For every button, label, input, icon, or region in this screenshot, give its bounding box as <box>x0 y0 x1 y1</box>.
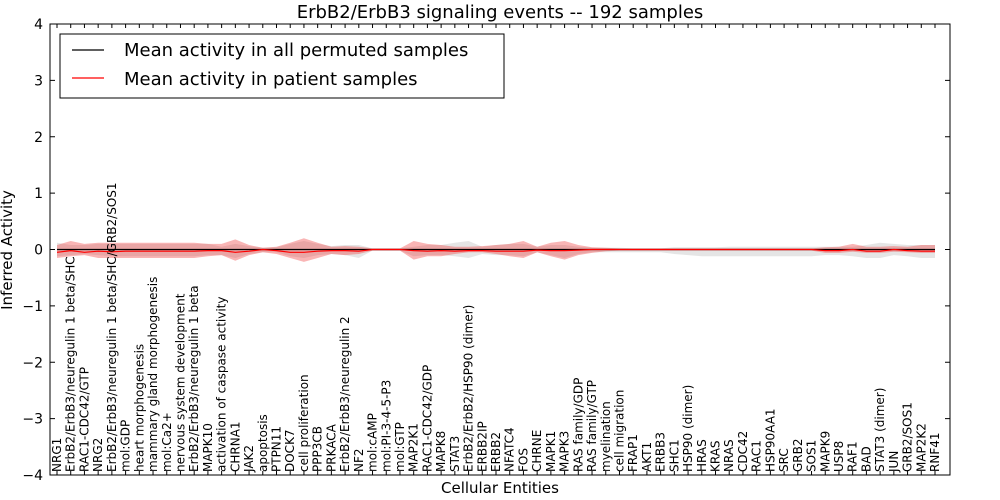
x-category-label: ErbB2/ErbB3/neuregulin 1 beta/SHC/GRB2/S… <box>105 182 119 472</box>
x-category-label: MAPK1 <box>544 431 558 472</box>
y-tick-label: 4 <box>34 17 43 33</box>
x-category-label: DOCK7 <box>283 429 297 472</box>
x-category-label: ErbB2/ErbB2/HSP90 (dimer) <box>462 305 476 472</box>
y-tick-label: 3 <box>34 73 43 89</box>
x-category-label: CHRNA1 <box>228 421 242 472</box>
x-category-label: PTPN11 <box>270 426 284 472</box>
x-category-label: PRKACA <box>324 423 338 472</box>
x-category-label: FOS <box>516 448 530 472</box>
x-category-label: ERBB2IP <box>475 421 489 472</box>
x-category-label: SHC1 <box>667 439 681 472</box>
x-category-label: myelination <box>599 401 613 472</box>
y-tick-label: 0 <box>34 243 43 259</box>
x-category-label: NF2 <box>352 448 366 472</box>
x-axis-label: Cellular Entities <box>441 479 559 497</box>
x-category-label: mol:GTP <box>393 422 407 472</box>
x-category-label: SOS1 <box>805 440 819 472</box>
x-category-label: USP8 <box>832 441 846 472</box>
x-category-label: CHRNE <box>530 430 544 472</box>
chart-title: ErbB2/ErbB3 signaling events -- 192 samp… <box>297 2 704 23</box>
x-category-label: ErbB2/ErbB3/neuregulin 2 <box>338 316 352 472</box>
x-category-label: CDC42 <box>736 431 750 472</box>
x-category-label: MAP2K2 <box>914 423 928 472</box>
x-category-label: JUN <box>887 451 901 473</box>
y-axis: −4 −3 −2 −1 0 1 2 3 4 <box>22 17 950 484</box>
x-category-label: RAS family/GDP <box>571 378 585 472</box>
legend-box <box>59 33 505 99</box>
x-category-label: mol:Ca2+ <box>160 412 174 472</box>
x-category-label: mol:PI-3-4-5-P3 <box>379 380 393 472</box>
x-category-label: NFATC4 <box>503 427 517 472</box>
x-category-label: AKT1 <box>640 442 654 472</box>
x-category-label: RAF1 <box>846 441 860 472</box>
x-category-label: RAC1 <box>750 440 764 472</box>
y-tick-label: −3 <box>22 412 43 428</box>
x-category-label: NRG1 <box>50 438 64 472</box>
line-series-1 <box>56 248 935 253</box>
x-category-label: HSP90 (dimer) <box>681 385 695 472</box>
x-category-label: ErbB2/ErbB3/neuregulin 1 beta/SHC <box>64 256 78 472</box>
x-category-label: ErbB2/ErbB3/neuregulin 1 beta <box>187 285 201 472</box>
x-category-label: NRG2 <box>91 438 105 472</box>
legend-label-patient: Mean activity in patient samples <box>124 69 418 90</box>
x-category-label: RAS family/GTP <box>585 380 599 472</box>
x-category-label: GRB2/SOS1 <box>901 402 915 472</box>
y-tick-label: −1 <box>22 299 43 315</box>
x-category-label: STAT3 (dimer) <box>873 388 887 472</box>
x-category-label: cell proliferation <box>297 374 311 472</box>
x-category-label: RAC1-CDC42/GTP <box>77 367 91 472</box>
x-category-label: activation of caspase activity <box>215 297 229 472</box>
x-axis: NRG1 ErbB2/ErbB3/neuregulin 1 beta/SHC RAC… <box>50 24 942 475</box>
x-category-label: PPP3CB <box>311 426 325 472</box>
x-category-label: GRB2 <box>791 438 805 472</box>
x-category-label: BAD <box>859 446 873 472</box>
x-category-label: MAPK9 <box>818 431 832 472</box>
y-tick-label: −4 <box>22 468 43 484</box>
x-category-label: HSP90AA1 <box>763 408 777 472</box>
x-category-label: SRC <box>777 448 791 472</box>
x-category-label: cell migration <box>612 390 626 472</box>
x-category-label: STAT3 <box>448 436 462 472</box>
series-lines <box>56 248 935 253</box>
legend-label-permuted: Mean activity in all permuted samples <box>124 40 468 61</box>
x-category-label: heart morphogenesis <box>132 344 146 472</box>
x-category-label: ERBB3 <box>654 432 668 472</box>
x-category-label: mammary gland morphogenesis <box>146 277 160 472</box>
x-category-label: MAPK10 <box>201 423 215 472</box>
x-category-label: MAP2K1 <box>407 423 421 472</box>
y-axis-label: Inferred Activity <box>0 190 16 310</box>
x-category-label: KRAS <box>709 440 723 472</box>
x-category-label: ERBB2 <box>489 432 503 472</box>
x-category-label: RAC1-CDC42/GDP <box>420 365 434 472</box>
x-category-label: nervous system development <box>173 293 187 472</box>
x-category-label: MAPK3 <box>558 431 572 472</box>
x-category-label: NRAS <box>722 439 736 472</box>
x-category-label: mol:GDP <box>119 420 133 472</box>
legend: Mean activity in all permuted samples Me… <box>59 33 505 99</box>
x-category-label: HRAS <box>695 439 709 472</box>
y-tick-label: −2 <box>22 355 43 371</box>
y-tick-label: 1 <box>34 186 43 202</box>
x-category-label: FRAP1 <box>626 434 640 472</box>
x-category-label: MAPK8 <box>434 431 448 472</box>
x-category-label: mol:cAMP <box>366 413 380 472</box>
x-category-label: apoptosis <box>256 414 270 472</box>
y-tick-label: 2 <box>34 130 43 146</box>
x-category-label: JAK2 <box>242 445 256 473</box>
x-category-label: RNF41 <box>928 433 942 473</box>
